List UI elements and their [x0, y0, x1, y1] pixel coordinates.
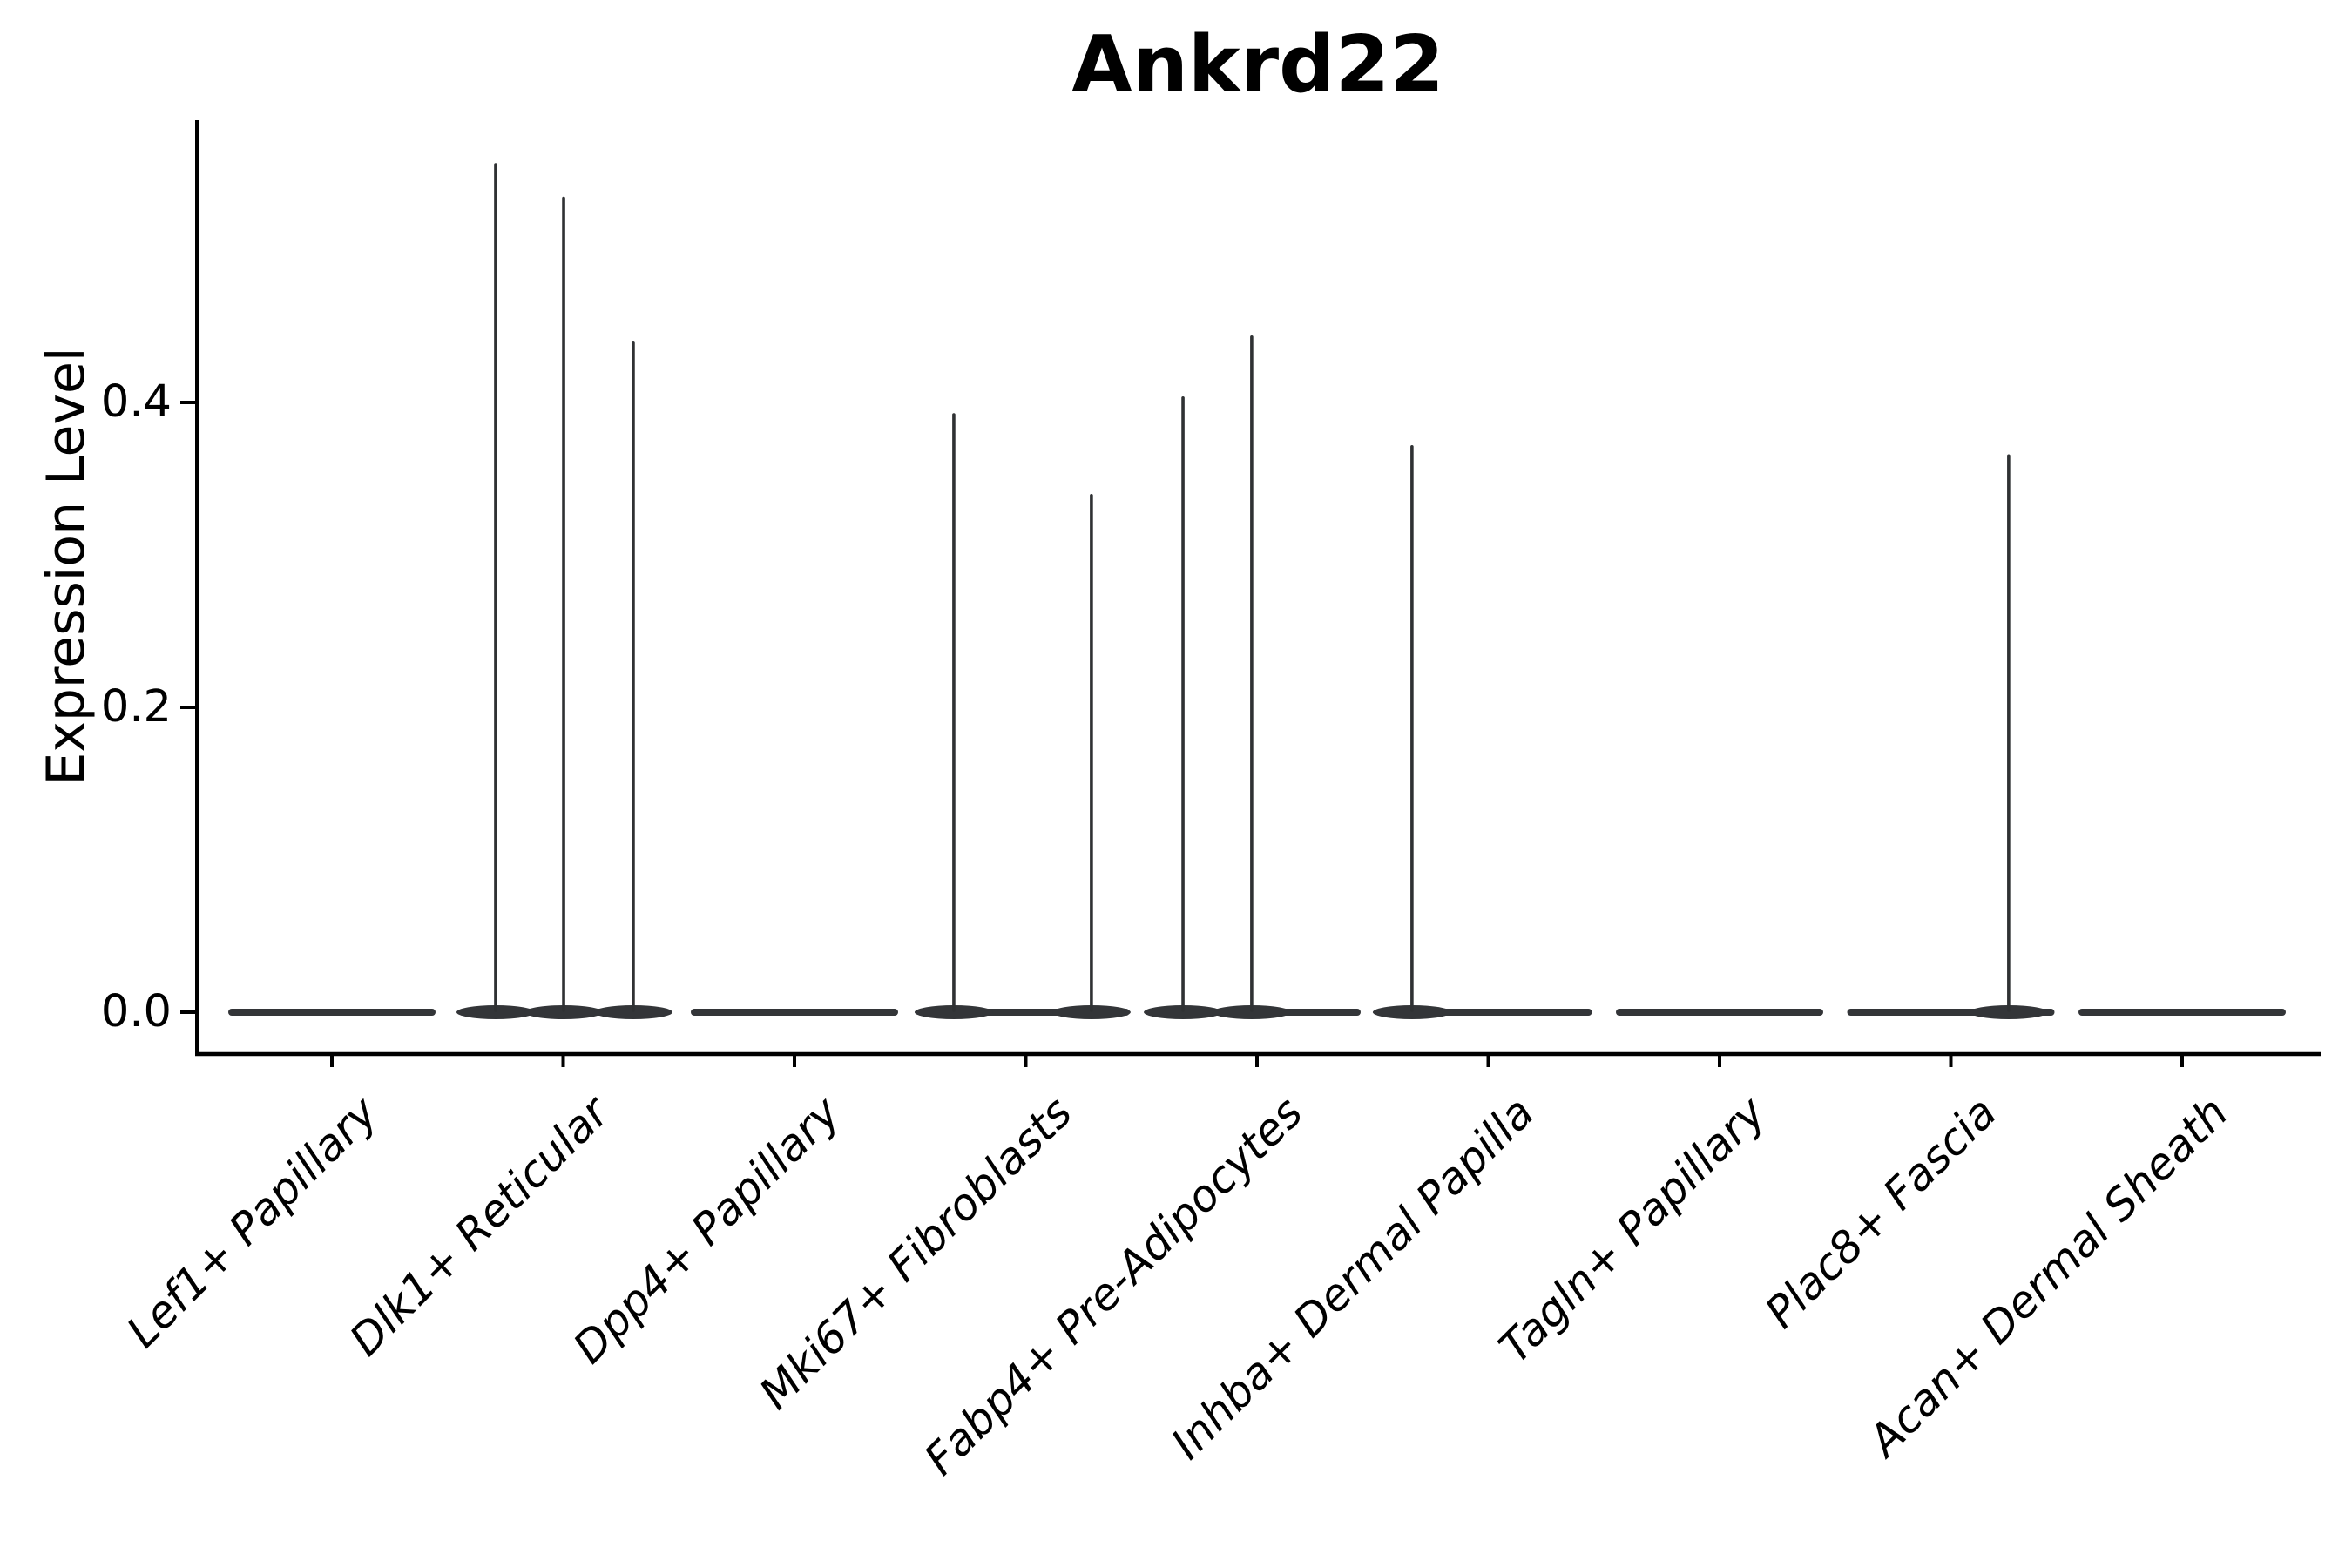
spike-base-flare: [1969, 1005, 2048, 1019]
spike-base-flare: [456, 1005, 535, 1019]
chart-title: Ankrd22: [1071, 19, 1444, 111]
y-tick-label: 0.4: [100, 376, 172, 428]
violin-body: [691, 1009, 898, 1016]
violin-body: [228, 1009, 436, 1016]
spike-base-flare: [593, 1005, 672, 1019]
spike-base-flare: [1144, 1005, 1223, 1019]
spike-base-flare: [1372, 1005, 1451, 1019]
spike-base-flare: [914, 1005, 993, 1019]
y-tick-label: 0.0: [100, 986, 172, 1037]
spike-base-flare: [524, 1005, 604, 1019]
spike-base-flare: [1212, 1005, 1291, 1019]
y-tick-label: 0.2: [100, 681, 172, 733]
spike-base-flare: [1051, 1005, 1131, 1019]
violin-body: [2078, 1009, 2286, 1016]
violin-body: [1616, 1009, 1823, 1016]
